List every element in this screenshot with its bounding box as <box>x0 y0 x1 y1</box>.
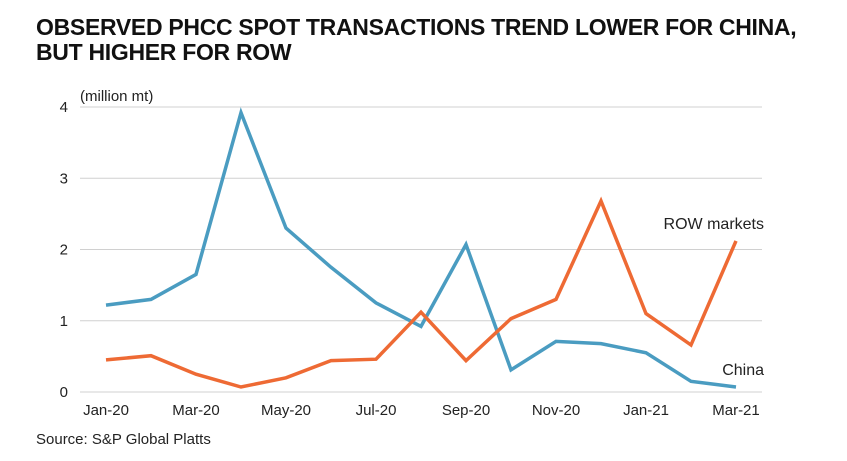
y-tick-label: 1 <box>60 313 68 330</box>
y-axis-ticks: 0 1 2 3 4 <box>60 99 68 401</box>
x-tick-label: May-20 <box>261 402 311 419</box>
series-line-china <box>105 107 737 389</box>
x-tick-label: Jan-20 <box>83 402 129 419</box>
x-tick-label: Sep-20 <box>442 402 490 419</box>
y-tick-label: 3 <box>60 170 68 187</box>
y-tick-label: 0 <box>60 384 68 401</box>
x-axis-ticks: Jan-20 Mar-20 May-20 Jul-20 Sep-20 Nov-20 Jan-… <box>83 402 760 419</box>
y-tick-label: 2 <box>60 242 68 259</box>
chart-title-line-2: BUT HIGHER FOR ROW <box>36 39 292 65</box>
series-labels: China ROW markets <box>664 216 765 379</box>
chart-title: OBSERVED PHCC SPOT TRANSACTIONS TREND LO… <box>36 14 797 65</box>
x-tick-label: Jul-20 <box>356 402 397 419</box>
source-note: Source: S&P Global Platts <box>36 431 211 448</box>
x-tick-label: Mar-20 <box>172 402 220 419</box>
chart-title-line-1: OBSERVED PHCC SPOT TRANSACTIONS TREND LO… <box>36 14 797 40</box>
gridlines <box>80 106 762 393</box>
x-tick-label: Mar-21 <box>712 402 760 419</box>
series-label-row-markets: ROW markets <box>664 216 764 233</box>
x-tick-label: Nov-20 <box>532 402 580 419</box>
series-lines <box>105 107 738 389</box>
y-axis-label: (million mt) <box>80 88 153 105</box>
x-tick-label: Jan-21 <box>623 402 669 419</box>
y-tick-label: 4 <box>60 99 68 116</box>
series-label-china: China <box>722 362 764 379</box>
series-line-row-markets <box>105 196 738 389</box>
